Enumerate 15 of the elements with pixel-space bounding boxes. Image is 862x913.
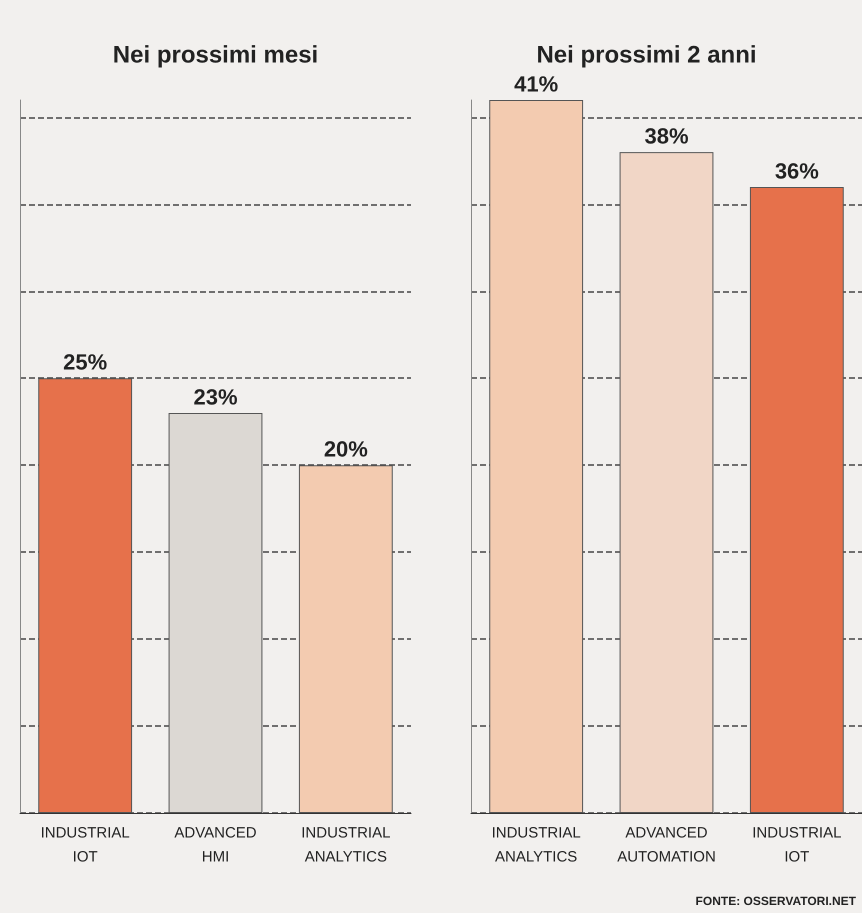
- data-label: 23%: [193, 384, 238, 410]
- x-tick-label: INDUSTRIAL ANALYTICS: [301, 824, 390, 866]
- data-label: 25%: [63, 350, 108, 375]
- data-label: 36%: [774, 158, 819, 184]
- chart-title: Nei prossimi mesi: [112, 42, 318, 68]
- x-tick-label: INDUSTRIAL IOT: [40, 824, 130, 866]
- x-tick-label: ADVANCED AUTOMATION: [617, 824, 716, 866]
- data-label: 41%: [514, 72, 558, 96]
- source-note: FONTE: OSSERVATORI.NET: [696, 894, 857, 908]
- data-label: 38%: [644, 124, 689, 149]
- x-tick-label: INDUSTRIAL IOT: [752, 824, 842, 866]
- chart-title: Nei prossimi 2 anni: [536, 42, 757, 68]
- x-tick-label: ADVANCED HMI: [174, 824, 257, 866]
- x-tick-label: INDUSTRIAL ANALYTICS: [492, 824, 581, 866]
- data-label: 20%: [324, 436, 368, 462]
